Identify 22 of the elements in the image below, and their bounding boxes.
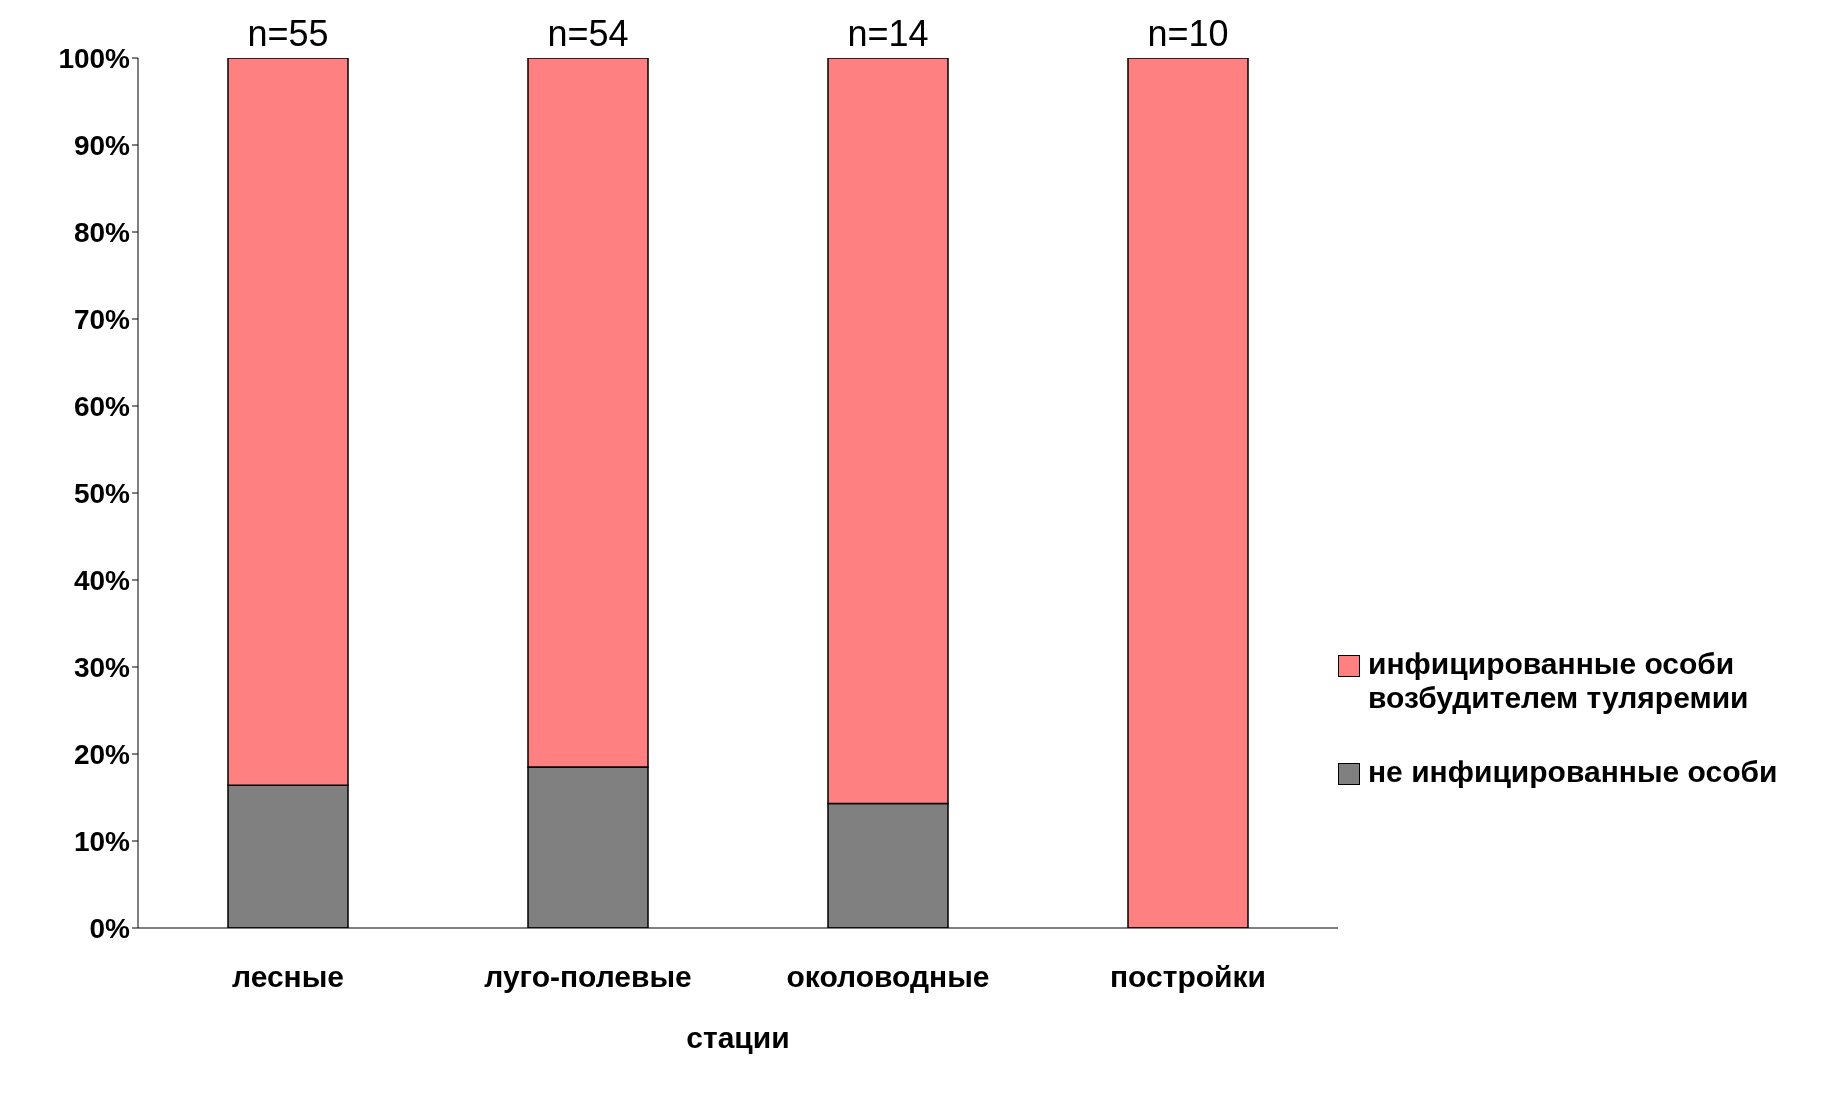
- x-tick-label: лесные: [231, 960, 345, 994]
- annotation: n=14: [847, 13, 929, 54]
- annotation: n=10: [1147, 13, 1229, 54]
- y-tick-label: 60%: [73, 390, 131, 422]
- y-tick-label: 10%: [73, 825, 131, 857]
- y-tick-label: 20%: [73, 738, 131, 770]
- x-tick-label: луго-полевые: [484, 960, 692, 994]
- y-tick-label: 70%: [73, 303, 131, 335]
- y-tick-label: 80%: [73, 216, 131, 248]
- annotation: n=54: [547, 13, 629, 54]
- y-tick-label: 50%: [73, 477, 131, 509]
- x-tick-label: постройки: [1110, 960, 1266, 994]
- x-tick-label: околоводные: [786, 960, 990, 994]
- y-tick-label: 90%: [73, 129, 131, 161]
- y-tick-label: 0%: [89, 912, 131, 944]
- annotation: n=55: [247, 13, 329, 54]
- y-tick-label: 40%: [73, 564, 131, 596]
- y-tick-label: 30%: [73, 651, 131, 683]
- legend-label: инфицированные особи возбудителем туляремии: [1368, 647, 1750, 715]
- x-axis-title: стации: [686, 1021, 790, 1054]
- y-tick-label: 100%: [58, 42, 131, 74]
- legend-label: не инфицированные особи: [1368, 755, 1778, 789]
